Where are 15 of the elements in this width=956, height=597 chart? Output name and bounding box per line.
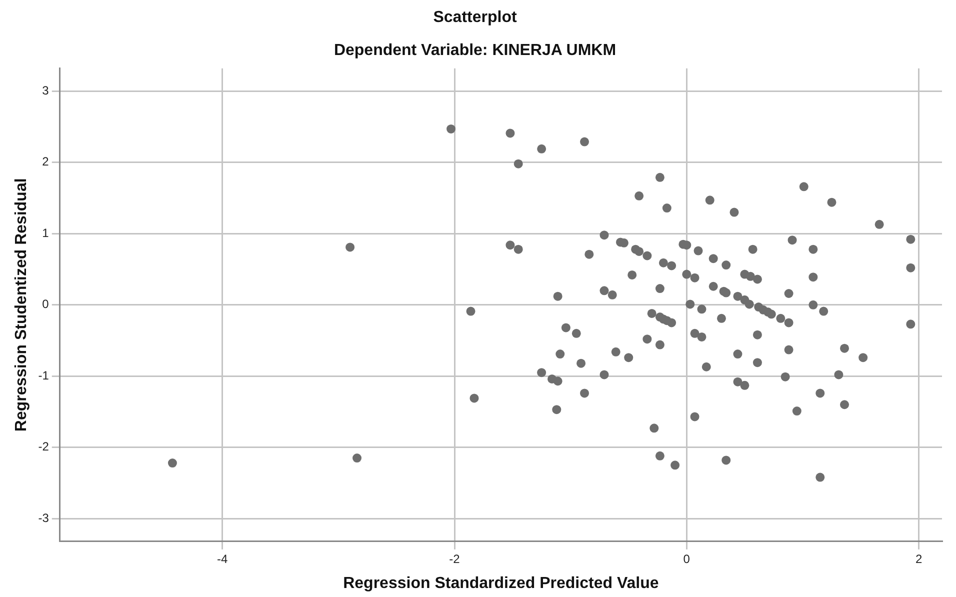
y-tick-label: 2: [42, 154, 50, 169]
chart-title: Scatterplot: [433, 9, 518, 26]
y-tick-label: -2: [38, 440, 50, 454]
x-tick-label: 2: [915, 552, 922, 566]
y-tick-label: 3: [42, 84, 50, 98]
y-tick-label: -3: [38, 510, 50, 525]
x-tick-label: -4: [217, 552, 228, 566]
chart-subtitle: Dependent Variable: KINERJA UMKM: [334, 42, 616, 60]
x-tick-label: -2: [449, 552, 460, 566]
y-tick-label: -1: [38, 368, 50, 382]
x-tick-label: 0: [683, 552, 690, 566]
y-tick-label: 0: [42, 297, 50, 312]
x-axis-title: Regression Standardized Predicted Value: [343, 574, 659, 592]
y-tick-label: 1: [42, 226, 50, 240]
y-axis-title: Regression Studentized Residual: [13, 178, 30, 432]
